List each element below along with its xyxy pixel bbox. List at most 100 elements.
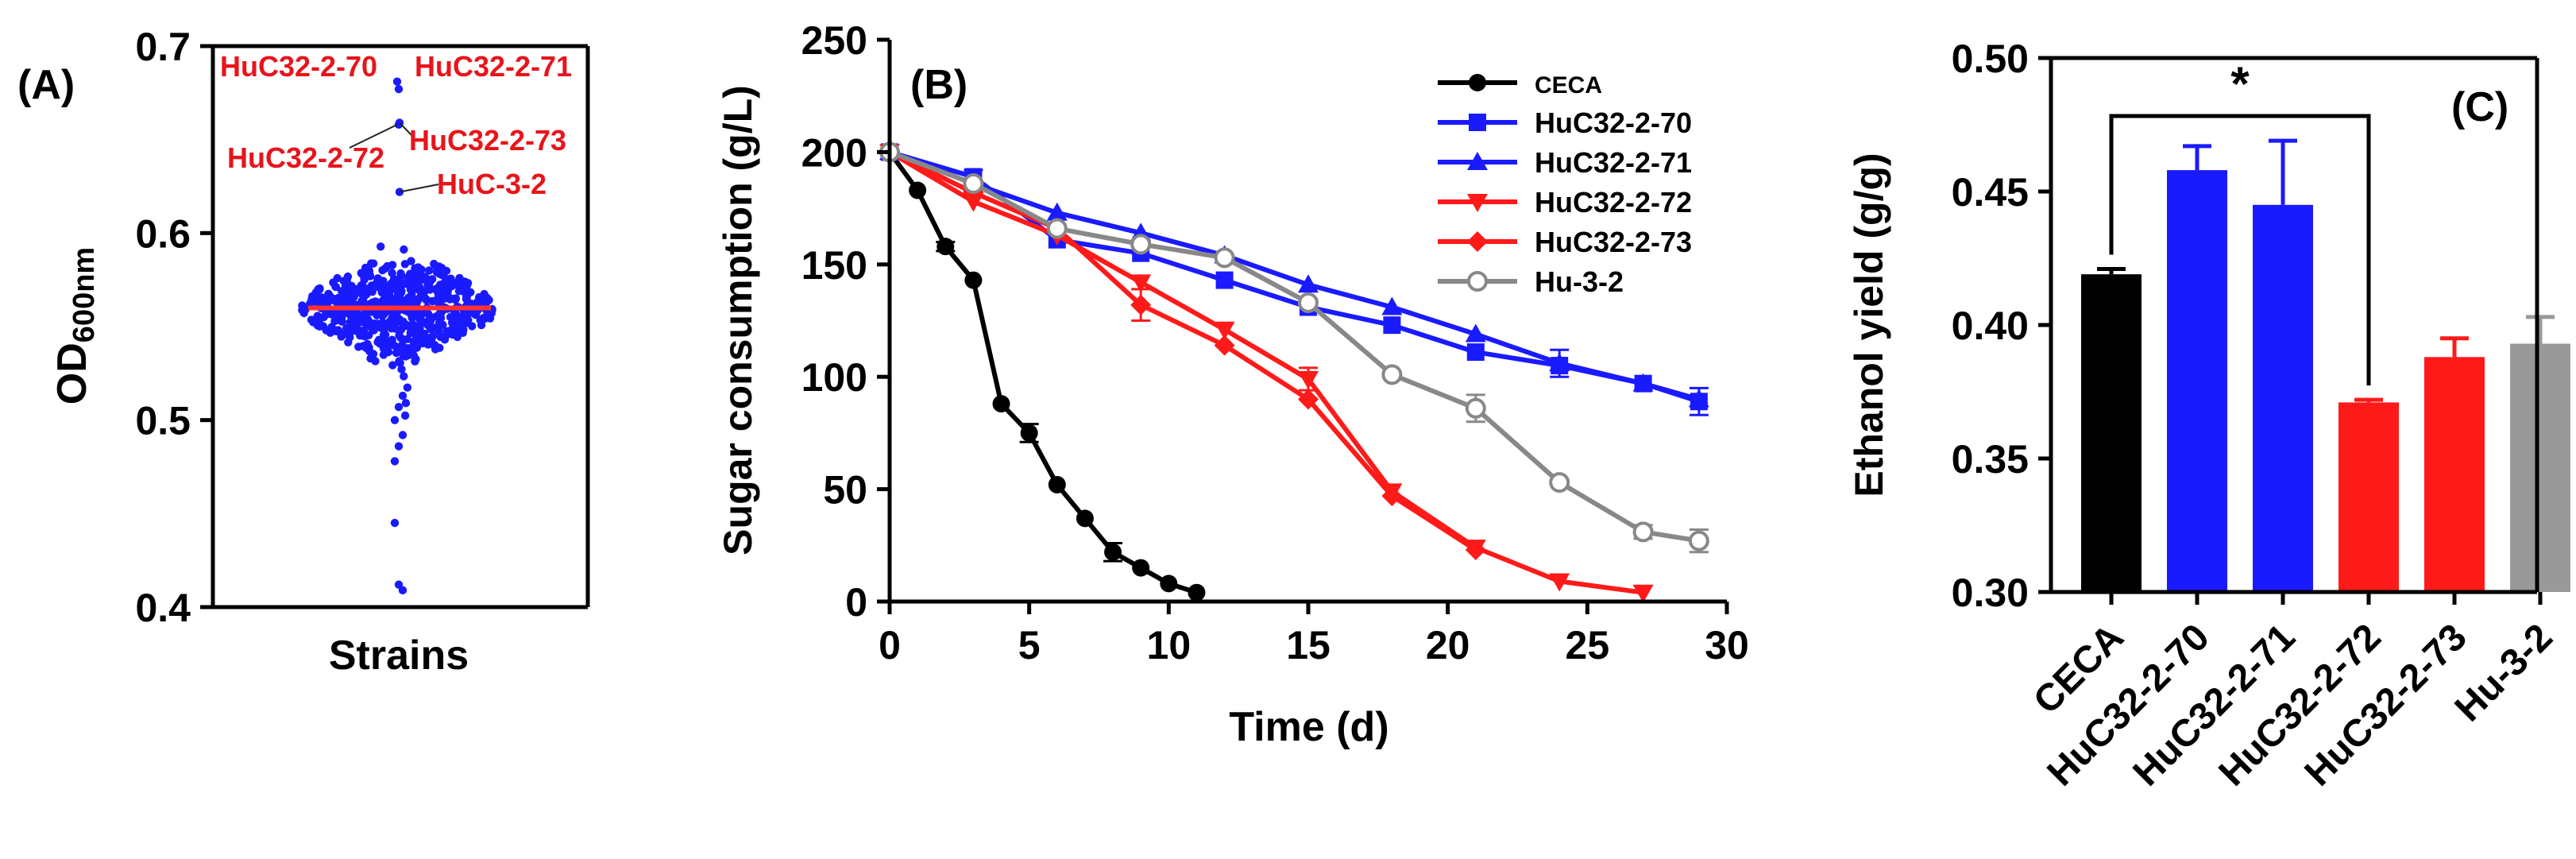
data-point bbox=[346, 333, 354, 342]
data-point bbox=[337, 332, 346, 341]
data-point bbox=[413, 296, 422, 305]
data-point bbox=[360, 275, 369, 284]
data-point bbox=[338, 317, 346, 326]
data-point bbox=[378, 311, 387, 320]
bar-huc32-2-73 bbox=[2424, 357, 2485, 592]
data-point bbox=[398, 431, 407, 439]
legend-marker bbox=[1467, 194, 1488, 212]
data-point bbox=[480, 295, 489, 304]
data-point bbox=[378, 265, 387, 275]
data-point bbox=[376, 339, 384, 348]
legend: CECA HuC32-2-70 HuC32-2-71 HuC32-2-72 HuC32-… bbox=[1438, 72, 1692, 298]
legend-item-hu-3-2: Hu-3-2 bbox=[1438, 265, 1624, 298]
data-point bbox=[468, 322, 477, 331]
data-point bbox=[372, 297, 380, 307]
data-point bbox=[477, 320, 486, 330]
y-tick-label: 0.35 bbox=[1952, 437, 2029, 482]
panel-c-bars bbox=[2081, 138, 2570, 592]
legend-label: HuC32-2-71 bbox=[1535, 146, 1692, 179]
data-point bbox=[1046, 202, 1068, 221]
data-point bbox=[390, 416, 400, 424]
data-point bbox=[358, 311, 367, 320]
data-point bbox=[428, 296, 437, 306]
data-point bbox=[342, 289, 351, 298]
panel-b-x-ticks: 0 5 10 15 20 25 30 bbox=[879, 602, 1749, 667]
data-point bbox=[412, 343, 421, 352]
y-tick-label: 200 bbox=[801, 130, 867, 175]
bar-hu-3-2 bbox=[2510, 343, 2570, 592]
y-tick-label: 0.40 bbox=[1952, 304, 2029, 348]
legend-item-ceca: CECA bbox=[1438, 72, 1602, 99]
y-tick-label: 0.30 bbox=[1952, 571, 2029, 615]
legend-marker bbox=[1467, 231, 1488, 252]
legend-label: Hu-3-2 bbox=[1535, 265, 1624, 298]
x-tick-label: 15 bbox=[1286, 623, 1330, 667]
data-point bbox=[1046, 218, 1068, 239]
data-point bbox=[1632, 584, 1654, 603]
data-point bbox=[992, 395, 1010, 413]
data-point bbox=[412, 332, 422, 342]
bar-group-huc32-2-72 bbox=[2338, 397, 2399, 592]
data-point bbox=[311, 293, 320, 303]
panel-c-label: (C) bbox=[2451, 84, 2508, 130]
y-axis-label-od: OD bbox=[49, 342, 95, 404]
data-point bbox=[342, 275, 351, 284]
leader-line-huc32-2-72 bbox=[349, 123, 398, 149]
panel-c: (C) * 0.300.350.400.450.50 CECAHuC32-2-7… bbox=[1847, 37, 2570, 795]
data-point bbox=[318, 295, 327, 304]
significance-star: * bbox=[2230, 57, 2250, 110]
data-point bbox=[465, 308, 475, 317]
label-huc32-2-73: HuC32-2-73 bbox=[409, 124, 566, 157]
series-huc32-2-71 bbox=[879, 141, 1709, 408]
data-point bbox=[411, 273, 420, 282]
label-huc32-2-70: HuC32-2-70 bbox=[220, 50, 377, 83]
data-point bbox=[453, 332, 462, 342]
data-point bbox=[1298, 371, 1319, 390]
data-point bbox=[1214, 321, 1235, 340]
x-tick-label: 25 bbox=[1566, 623, 1610, 667]
legend-item-huc32-2-70: HuC32-2-70 bbox=[1438, 106, 1692, 139]
data-point bbox=[436, 296, 446, 304]
data-point bbox=[1688, 530, 1709, 551]
data-point bbox=[1298, 292, 1319, 313]
bar-huc32-2-70 bbox=[2167, 170, 2227, 592]
data-point bbox=[1214, 335, 1235, 356]
label-huc-3-2: HuC-3-2 bbox=[437, 168, 546, 200]
y-tick-label: 0.5 bbox=[135, 399, 191, 443]
data-point bbox=[379, 350, 388, 359]
data-point bbox=[400, 411, 410, 420]
data-point bbox=[432, 268, 441, 277]
data-point bbox=[1549, 472, 1570, 493]
x-tick-label: 20 bbox=[1426, 623, 1470, 667]
data-point bbox=[1381, 296, 1403, 315]
series-hu-3-2 bbox=[879, 141, 1709, 554]
data-point bbox=[400, 322, 408, 331]
legend-item-huc32-2-72: HuC32-2-72 bbox=[1438, 186, 1692, 219]
legend-label: HuC32-2-73 bbox=[1535, 226, 1692, 258]
data-point bbox=[416, 311, 425, 319]
data-point bbox=[365, 343, 373, 352]
data-point bbox=[1688, 389, 1709, 408]
data-point bbox=[396, 269, 405, 278]
leader-line-huc32-2-73 bbox=[399, 122, 414, 137]
data-point bbox=[1383, 316, 1401, 335]
data-point bbox=[417, 265, 426, 274]
data-point bbox=[385, 281, 394, 290]
data-point bbox=[441, 266, 450, 275]
data-point bbox=[398, 586, 407, 595]
data-point bbox=[1381, 486, 1403, 507]
legend-item-huc32-2-73: HuC32-2-73 bbox=[1438, 226, 1692, 258]
bar-huc32-2-72 bbox=[2338, 402, 2399, 592]
data-point bbox=[411, 281, 419, 290]
data-point bbox=[1381, 364, 1403, 385]
panel-b-series bbox=[879, 141, 1709, 603]
panel-a-label: (A) bbox=[17, 62, 75, 108]
panel-a-y-ticks: 0.4 0.5 0.6 0.7 bbox=[135, 25, 213, 630]
panel-a-points bbox=[298, 242, 496, 595]
data-point bbox=[1130, 294, 1152, 315]
data-point bbox=[401, 352, 410, 361]
bar-ceca bbox=[2081, 274, 2142, 592]
bar-group-hu-3-2 bbox=[2510, 315, 2570, 592]
data-point bbox=[453, 281, 462, 289]
data-point bbox=[425, 266, 434, 275]
